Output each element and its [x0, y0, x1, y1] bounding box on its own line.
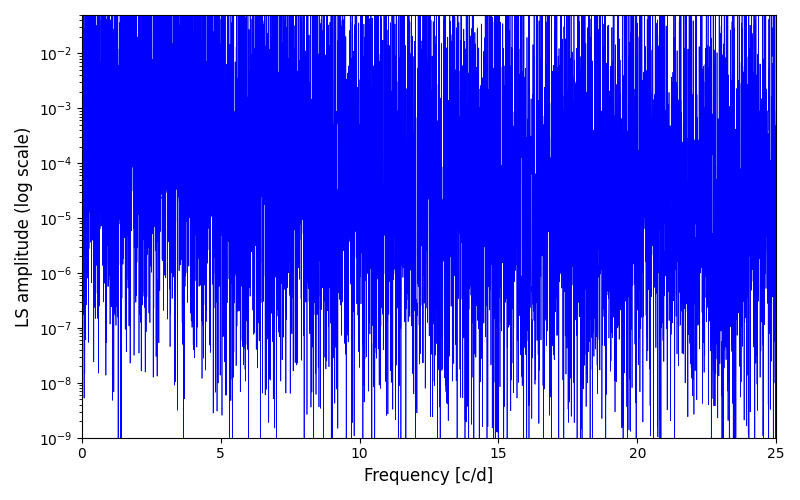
- Y-axis label: LS amplitude (log scale): LS amplitude (log scale): [15, 126, 33, 326]
- X-axis label: Frequency [c/d]: Frequency [c/d]: [364, 467, 494, 485]
